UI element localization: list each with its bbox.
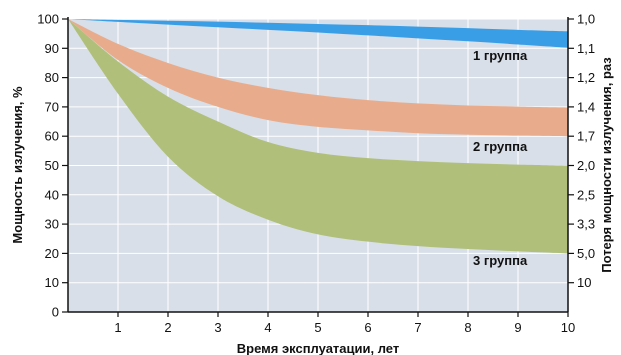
x-axis-title: Время эксплуатации, лет [237, 341, 399, 355]
band-labels: 1 группа 2 группа 3 группа [473, 48, 528, 268]
band-group-3 [68, 19, 568, 254]
band-group-2 [68, 19, 568, 137]
x-tick-label: 6 [364, 320, 371, 335]
y2-tick-label: 1,0 [577, 12, 595, 27]
x-tick-label: 4 [264, 320, 271, 335]
x-tick-label: 7 [414, 320, 421, 335]
band-label-group-3: 3 группа [473, 253, 528, 268]
y-axis-title: Мощность излучения, % [10, 86, 25, 244]
y-tick-label: 50 [45, 158, 59, 173]
y-tick-label: 100 [37, 12, 59, 27]
y-tick-label: 30 [45, 217, 59, 232]
x-tick-label: 5 [314, 320, 321, 335]
band-label-group-1: 1 группа [473, 48, 528, 63]
y-tick-labels: 0 10 20 30 40 50 60 70 80 90 100 [37, 12, 59, 320]
y-tick-label: 80 [45, 70, 59, 85]
y2-tick-label: 3,3 [577, 217, 595, 232]
y2-tick-label: 5,0 [577, 246, 595, 261]
x-tick-label: 9 [514, 320, 521, 335]
axes [62, 17, 574, 317]
y2-tick-label: 2,0 [577, 158, 595, 173]
x-tick-label: 2 [164, 320, 171, 335]
x-tick-label: 3 [214, 320, 221, 335]
y2-tick-label: 1,4 [577, 99, 595, 114]
y-tick-label: 20 [45, 246, 59, 261]
y-tick-label: 10 [45, 275, 59, 290]
y-tick-label: 70 [45, 99, 59, 114]
y-tick-label: 60 [45, 129, 59, 144]
x-tick-label: 10 [561, 320, 575, 335]
y2-tick-label: 10 [577, 275, 591, 290]
y2-tick-label: 1,2 [577, 70, 595, 85]
y2-tick-label: 1,7 [577, 129, 595, 144]
x-tick-label: 1 [114, 320, 121, 335]
bands [68, 19, 568, 254]
band-label-group-2: 2 группа [473, 139, 528, 154]
y2-tick-labels: 1,0 1,1 1,2 1,4 1,7 2,0 2,5 3,3 5,0 10 [577, 12, 595, 291]
y2-axis-title: Потеря мощности излучения, раз [599, 57, 614, 273]
y2-tick-label: 1,1 [577, 41, 595, 56]
y-tick-label: 90 [45, 41, 59, 56]
y-tick-label: 0 [52, 305, 59, 320]
x-tick-label: 8 [464, 320, 471, 335]
band-group-1 [68, 19, 568, 48]
y-tick-label: 40 [45, 187, 59, 202]
x-tick-labels: 1 2 3 4 5 6 7 8 9 10 [114, 320, 575, 335]
y2-tick-label: 2,5 [577, 187, 595, 202]
